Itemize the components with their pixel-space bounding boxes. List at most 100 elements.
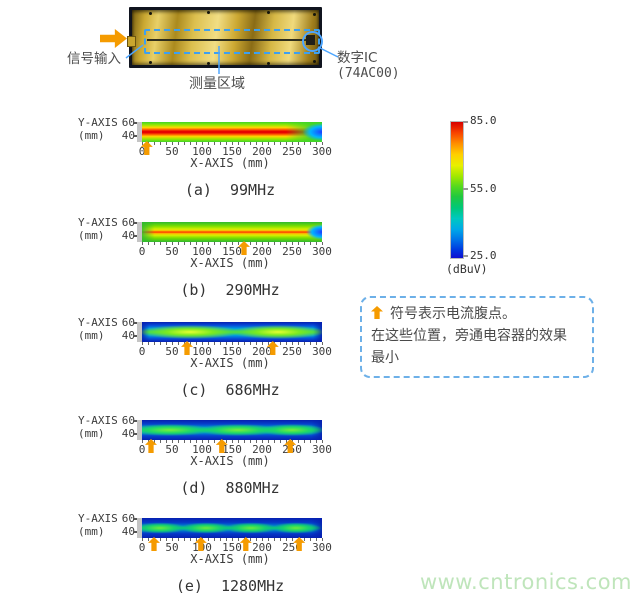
y-axis-unit: (mm) — [78, 129, 105, 142]
heatmap-image — [142, 518, 322, 538]
y-tick-mark — [134, 235, 138, 237]
x-tick-marks — [142, 242, 323, 245]
y-axis-unit: (mm) — [78, 229, 105, 242]
heatmap-plot — [137, 420, 322, 440]
measurement-area-outline — [144, 29, 320, 54]
x-tick-label: 150 — [222, 145, 242, 158]
plot-caption: (e) 1280MHz — [175, 577, 285, 595]
y-tick-mark — [134, 531, 138, 533]
figure-panel-c: Y-AXIS 60 (mm) 40 0 50 100 150 200 250 300 X-AXIS (… — [0, 316, 640, 422]
y-axis-labels: Y-AXIS 60 (mm) 40 — [78, 512, 135, 538]
y-tick-60: 60 — [121, 414, 135, 427]
pcb-trace — [147, 39, 315, 41]
y-axis-name: Y-AXIS — [78, 216, 118, 229]
x-tick-label: 200 — [252, 443, 272, 456]
y-axis-row: Y-AXIS 60 — [78, 216, 135, 229]
x-tick-label: 250 — [282, 145, 302, 158]
x-tick-label: 0 — [138, 245, 146, 258]
y-tick-40: 40 — [121, 329, 135, 342]
x-tick-label: 150 — [222, 345, 242, 358]
x-tick-label: 50 — [165, 245, 179, 258]
y-tick-mark — [134, 222, 138, 224]
y-tick-mark — [134, 122, 138, 124]
heatmap-image — [142, 222, 322, 242]
note-line: 在这些位置，旁通电容器的效果 — [371, 328, 567, 344]
heatmap-plot — [137, 322, 322, 342]
y-tick-mark — [134, 518, 138, 520]
x-tick-label: 50 — [165, 443, 179, 456]
plot-caption: (b) 290MHz — [180, 281, 280, 299]
note-box: 符号表示电流腹点。 在这些位置，旁通电容器的效果 最小 — [360, 296, 594, 378]
y-axis-labels: Y-AXIS 60 (mm) 40 — [78, 116, 135, 142]
x-tick-label: 200 — [252, 245, 272, 258]
plot-caption: (d) 880MHz — [180, 479, 280, 497]
x-tick-label: 50 — [165, 145, 179, 158]
note-text: 符号表示电流腹点。 — [390, 306, 516, 322]
y-axis-unit: (mm) — [78, 427, 105, 440]
screw-icon — [149, 61, 152, 64]
y-axis-row: Y-AXIS 60 — [78, 116, 135, 129]
x-tick-label: 50 — [165, 345, 179, 358]
x-tick-label: 100 — [192, 245, 212, 258]
no-data-strip — [137, 518, 142, 538]
no-data-strip — [137, 122, 142, 142]
screw-icon — [313, 13, 316, 16]
screw-icon — [207, 11, 210, 14]
y-axis-unit: (mm) — [78, 329, 105, 342]
x-axis-label: X-AXIS (mm) — [190, 256, 270, 270]
signal-input-label: 信号输入 — [67, 51, 121, 67]
y-tick-mark — [134, 420, 138, 422]
y-axis-row: Y-AXIS 60 — [78, 316, 135, 329]
heatmap-image — [142, 122, 322, 142]
heatmap-image — [142, 420, 322, 440]
figure-panel-b: Y-AXIS 60 (mm) 40 0 50 100 150 200 250 300 X-AXIS (… — [0, 216, 640, 322]
x-tick-label: 300 — [312, 541, 332, 554]
x-tick-label: 100 — [192, 443, 212, 456]
x-tick-label: 200 — [252, 145, 272, 158]
colorbar-tick — [463, 188, 468, 190]
y-tick-60: 60 — [121, 512, 135, 525]
x-tick-label: 300 — [312, 443, 332, 456]
x-tick-label: 0 — [138, 443, 146, 456]
y-tick-60: 60 — [121, 316, 135, 329]
plot-caption: (a) 99MHz — [184, 181, 276, 199]
x-tick-marks — [142, 142, 323, 145]
y-tick-40: 40 — [121, 427, 135, 440]
y-axis-name: Y-AXIS — [78, 512, 118, 525]
pcb-photo — [127, 7, 323, 68]
heatmap-image — [142, 322, 322, 342]
x-tick-label: 0 — [138, 345, 146, 358]
y-tick-mark — [134, 322, 138, 324]
digital-ic-label: 数字IC — [337, 50, 378, 66]
x-tick-label: 250 — [282, 245, 302, 258]
y-axis-labels: Y-AXIS 60 (mm) 40 — [78, 414, 135, 440]
y-tick-mark — [134, 335, 138, 337]
y-axis-labels: Y-AXIS 60 (mm) 40 — [78, 316, 135, 342]
y-tick-40: 40 — [121, 525, 135, 538]
x-tick-label: 300 — [312, 145, 332, 158]
note-line: 符号表示电流腹点。 — [371, 303, 583, 325]
y-axis-unit: (mm) — [78, 525, 105, 538]
x-axis-label: X-AXIS (mm) — [190, 552, 270, 566]
y-axis-name: Y-AXIS — [78, 316, 118, 329]
x-tick-label: 200 — [252, 541, 272, 554]
figure-panel-a: Y-AXIS 60 (mm) 40 0 50 100 150 200 250 300 X-AXIS (… — [0, 116, 640, 222]
signal-input-arrow-icon — [100, 29, 127, 48]
y-axis-row: Y-AXIS 60 — [78, 512, 135, 525]
y-axis-labels: Y-AXIS 60 (mm) 40 — [78, 216, 135, 242]
screw-icon — [149, 12, 152, 15]
y-axis-row: (mm) 40 — [78, 329, 135, 342]
colorbar-tick — [463, 121, 468, 123]
x-axis-label: X-AXIS (mm) — [190, 454, 270, 468]
y-tick-60: 60 — [121, 216, 135, 229]
y-axis-row: (mm) 40 — [78, 229, 135, 242]
screw-icon — [267, 11, 270, 14]
colorbar-unit-label: (dBuV) — [446, 262, 488, 276]
x-tick-label: 100 — [192, 145, 212, 158]
x-tick-label: 300 — [312, 245, 332, 258]
heatmap-plot — [137, 122, 322, 142]
antinode-arrow-icon — [371, 306, 383, 319]
x-tick-label: 150 — [222, 245, 242, 258]
x-tick-marks — [142, 440, 323, 443]
